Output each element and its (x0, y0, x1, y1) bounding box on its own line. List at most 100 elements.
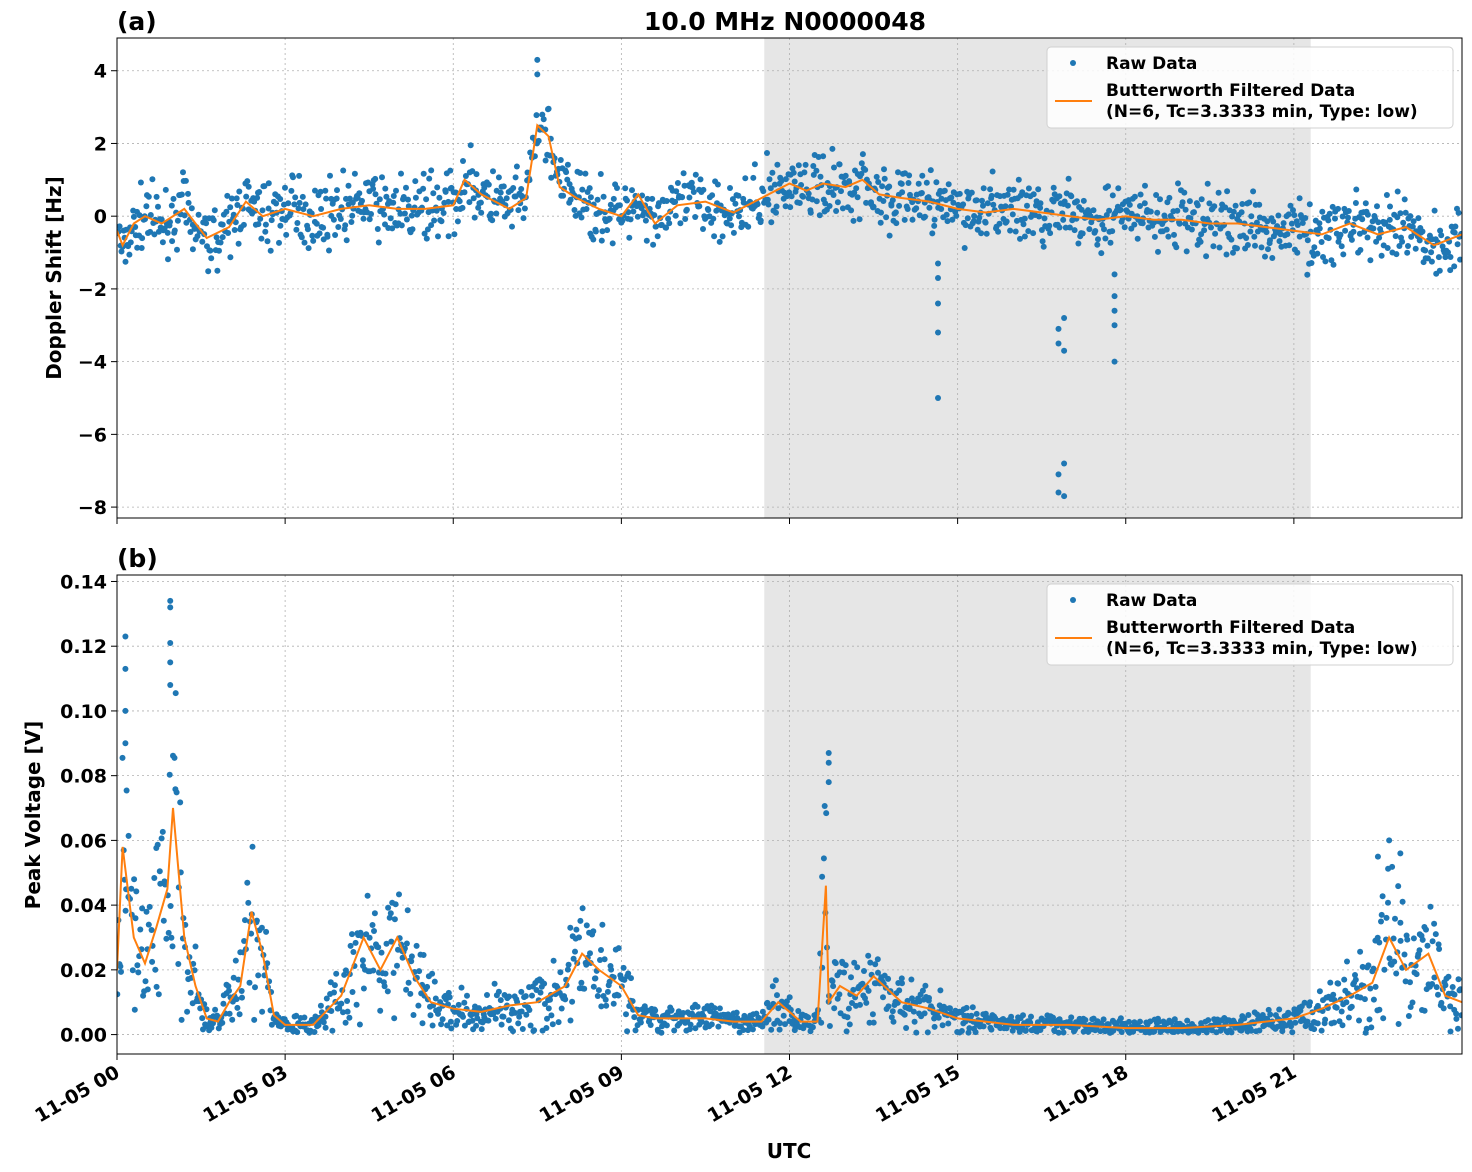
raw-point (773, 203, 780, 210)
raw-point (1184, 1017, 1191, 1024)
raw-point (579, 186, 586, 193)
panel-b-y-ticks: 0.14 0.12 0.10 0.08 0.06 0.04 0.02 0.00 (60, 571, 117, 1047)
raw-point (512, 174, 519, 181)
raw-point (1286, 242, 1293, 249)
raw-point (836, 161, 843, 168)
raw-point (1454, 241, 1461, 248)
raw-point (795, 1008, 802, 1014)
raw-point (943, 211, 950, 218)
raw-point (854, 194, 861, 201)
raw-point (1126, 1018, 1132, 1025)
raw-point (371, 928, 377, 934)
raw-point (171, 227, 178, 234)
raw-point (327, 172, 333, 179)
raw-point (343, 237, 350, 244)
raw-point (245, 899, 252, 906)
panel-a: 4 2 0 −2 −4 −6 −8 (a) 10.0 MHz N0000048 Dopple… (42, 7, 1463, 524)
raw-point (550, 957, 557, 964)
raw-point (1010, 186, 1017, 193)
raw-point (1432, 931, 1439, 938)
raw-point (1422, 247, 1429, 254)
raw-point (1252, 242, 1258, 249)
raw-point (750, 174, 757, 181)
raw-point (1320, 254, 1326, 260)
raw-point (1402, 209, 1409, 216)
raw-point (370, 967, 377, 974)
raw-point (716, 238, 723, 245)
raw-point (135, 969, 142, 976)
raw-point (1037, 204, 1044, 211)
raw-point (1126, 201, 1133, 208)
y-tick-label: 0.02 (60, 960, 107, 982)
raw-point (518, 186, 525, 192)
raw-outlier-point (1061, 460, 1068, 467)
raw-point (896, 202, 903, 209)
raw-point (298, 234, 305, 241)
raw-point (374, 226, 381, 232)
raw-point (1163, 226, 1170, 233)
raw-point (915, 180, 922, 187)
raw-point (1367, 257, 1374, 264)
raw-point (599, 921, 606, 928)
raw-point (481, 184, 488, 191)
raw-point (765, 201, 772, 208)
x-tick-label: 11-05 06 (367, 1061, 459, 1127)
raw-point (906, 172, 913, 179)
raw-point (768, 1026, 775, 1033)
raw-point (1455, 1025, 1461, 1032)
raw-outlier-point (935, 395, 942, 401)
raw-point (615, 945, 622, 952)
raw-point (379, 174, 385, 181)
raw-point (140, 992, 147, 999)
raw-point (439, 1016, 446, 1023)
raw-point (663, 198, 670, 204)
raw-point (1378, 911, 1385, 918)
raw-point (139, 905, 146, 912)
raw-point (1216, 244, 1223, 251)
raw-point (1311, 1026, 1318, 1033)
raw-point (428, 167, 435, 174)
raw-point (1254, 228, 1261, 235)
raw-point (1176, 220, 1183, 227)
raw-point (1322, 1016, 1329, 1023)
raw-point (533, 112, 540, 119)
raw-point (839, 205, 846, 212)
raw-point (774, 992, 780, 999)
raw-point (1036, 213, 1042, 220)
raw-point (844, 1014, 851, 1021)
raw-point (344, 1008, 351, 1015)
raw-point (258, 924, 265, 931)
raw-point (564, 966, 571, 973)
raw-point (251, 1016, 258, 1023)
raw-point (663, 224, 670, 231)
raw-point (910, 1008, 917, 1015)
raw-point (161, 225, 168, 232)
raw-point (301, 1014, 308, 1021)
raw-point (156, 868, 163, 875)
raw-point (813, 198, 820, 205)
raw-point (149, 958, 156, 965)
raw-point (1153, 192, 1160, 198)
panel-a-x-ticks (116, 518, 1295, 524)
raw-point (238, 988, 245, 994)
raw-point (1396, 243, 1403, 249)
raw-point (348, 219, 355, 225)
raw-point (830, 983, 837, 990)
raw-point (711, 233, 718, 240)
raw-point (123, 787, 130, 794)
raw-point (822, 200, 829, 207)
raw-point (1455, 976, 1462, 983)
raw-point (544, 1015, 550, 1022)
raw-point (256, 189, 263, 195)
raw-point (285, 200, 292, 207)
raw-point (423, 196, 430, 203)
raw-point (690, 189, 697, 195)
raw-point (858, 170, 865, 177)
raw-point (1248, 213, 1255, 220)
raw-point (454, 218, 461, 225)
raw-point (337, 216, 344, 222)
raw-point (283, 231, 290, 238)
raw-point (169, 943, 176, 950)
raw-point (471, 214, 478, 221)
